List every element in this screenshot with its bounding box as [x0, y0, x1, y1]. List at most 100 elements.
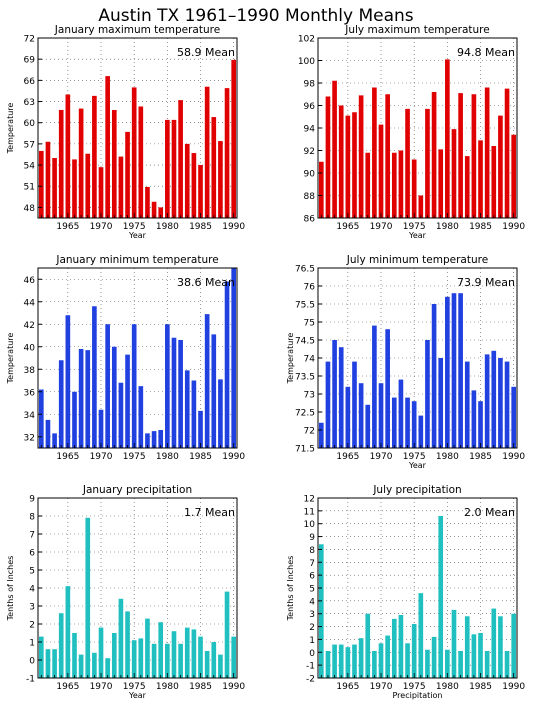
- bar: [105, 324, 110, 448]
- x-tick-label: 1965: [56, 682, 79, 692]
- y-tick-label: 74.5: [295, 337, 315, 347]
- bar: [224, 88, 230, 218]
- y-axis-label: Temperature: [6, 333, 15, 385]
- bar: [458, 293, 463, 448]
- bar: [204, 86, 210, 219]
- x-tick-label: 1990: [502, 222, 525, 232]
- bar: [145, 618, 150, 678]
- x-tick-label: 1985: [469, 452, 492, 462]
- y-tick-label: 3: [29, 603, 35, 613]
- bar: [365, 613, 371, 678]
- y-tick-label: 86: [304, 215, 316, 225]
- x-tick-label: 1980: [156, 222, 179, 232]
- bar: [358, 638, 364, 678]
- bar: [365, 152, 371, 218]
- y-tick-label: 75: [304, 319, 315, 329]
- y-tick-label: 98: [304, 80, 316, 90]
- bar: [111, 346, 117, 448]
- bar: [464, 361, 470, 448]
- bar: [58, 110, 64, 218]
- y-tick-label: 71.5: [295, 445, 315, 455]
- bar: [504, 651, 510, 678]
- y-tick-label: 7: [309, 559, 315, 569]
- chart-title: January precipitation: [82, 484, 192, 496]
- bar: [38, 150, 44, 218]
- bar: [45, 419, 51, 448]
- x-axis-label: Year: [128, 691, 147, 700]
- bar: [405, 397, 410, 448]
- bar: [345, 115, 351, 218]
- y-tick-label: 12: [304, 495, 315, 505]
- y-tick-label: 9: [309, 533, 315, 543]
- bar: [491, 608, 497, 678]
- bar: [391, 152, 397, 218]
- chart-title: January minimum temperature: [55, 254, 218, 266]
- bar: [425, 108, 430, 218]
- x-tick-label: 1985: [469, 222, 492, 232]
- bar: [425, 340, 430, 448]
- bar: [151, 643, 157, 678]
- bar: [398, 379, 404, 448]
- bar: [58, 613, 64, 678]
- bar: [224, 281, 230, 448]
- bar: [478, 401, 483, 448]
- bar: [151, 201, 157, 218]
- bar: [171, 119, 177, 218]
- bar: [438, 358, 444, 448]
- y-tick-label: 69: [24, 56, 36, 66]
- y-tick-label: 72: [24, 35, 35, 45]
- bar: [78, 108, 84, 218]
- y-tick-label: 4: [29, 585, 35, 595]
- x-tick-label: 1990: [222, 682, 245, 692]
- y-tick-label: 60: [24, 119, 36, 129]
- chart-jul-min: 71.5 72 72.5 73 73.5 74 74.5 75 75.5 76 76.5 1965 19…: [286, 254, 525, 470]
- y-tick-label: 6: [29, 549, 35, 559]
- bar: [391, 397, 397, 448]
- bar: [391, 618, 397, 678]
- bar: [385, 94, 390, 218]
- y-tick-label: 9: [29, 495, 35, 505]
- y-tick-label: 5: [309, 585, 315, 595]
- bar: [318, 161, 324, 218]
- x-tick-label: 1980: [436, 222, 459, 232]
- bar: [52, 433, 57, 448]
- bar: [332, 80, 337, 218]
- plot-frame: [37, 37, 238, 219]
- x-axis-label: Year: [408, 461, 427, 470]
- bar: [511, 613, 517, 678]
- y-tick-label: 92: [304, 147, 315, 157]
- bar: [198, 410, 203, 448]
- bar: [72, 159, 77, 218]
- bar: [318, 544, 324, 678]
- bar: [411, 401, 417, 448]
- chart-jan-max: 48 51 54 57 60 63 66 69 72 1965 1970 1975 1980 1985 19…: [6, 24, 245, 240]
- bar: [231, 268, 237, 448]
- bar: [138, 386, 144, 448]
- bar: [418, 593, 424, 678]
- bar: [425, 649, 430, 678]
- chart-jan-precip: -1 0 1 2 3 4 5 6 7 8 9 1965 1970 1975 1980 1985 1990 Janu…: [6, 484, 245, 700]
- bar: [178, 100, 183, 218]
- y-tick-label: 63: [24, 98, 35, 108]
- y-tick-label: -2: [306, 675, 315, 685]
- bar: [471, 634, 477, 678]
- bar: [211, 642, 217, 678]
- bar: [471, 390, 477, 448]
- bar: [178, 643, 183, 678]
- bar: [191, 153, 197, 218]
- x-tick-label: 1985: [189, 452, 212, 462]
- y-tick-label: 2: [309, 623, 315, 633]
- bar: [184, 370, 190, 448]
- bar: [405, 643, 410, 678]
- y-tick-label: 73: [304, 391, 315, 401]
- x-tick-label: 1965: [56, 222, 79, 232]
- bar: [158, 430, 164, 448]
- bar: [352, 361, 357, 448]
- bar: [484, 87, 490, 218]
- bar: [125, 131, 130, 218]
- bar: [218, 654, 223, 678]
- bar: [484, 651, 490, 678]
- bar: [218, 141, 223, 218]
- bar: [131, 324, 137, 448]
- bar: [105, 76, 110, 218]
